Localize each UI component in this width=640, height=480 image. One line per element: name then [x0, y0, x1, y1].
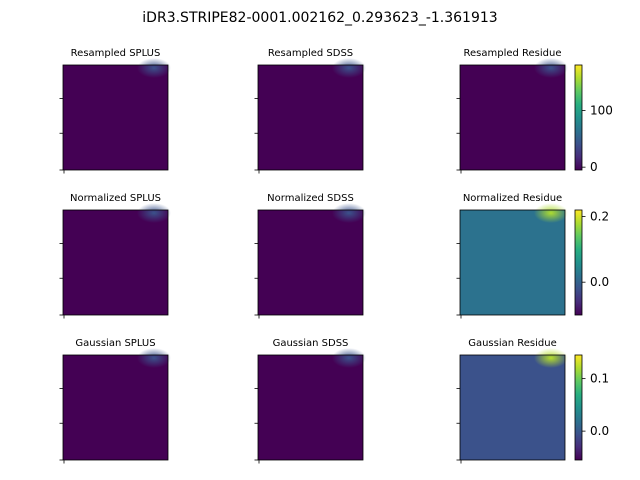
- panel-title: Gaussian SDSS: [273, 338, 349, 349]
- image-frame: [459, 64, 566, 171]
- image-frame: [459, 354, 566, 461]
- image-frame: [62, 354, 169, 461]
- panel-2: Resampled SDSS: [254, 48, 366, 174]
- image-background: [63, 210, 168, 315]
- image-background: [460, 355, 565, 460]
- source-glow: [534, 203, 568, 223]
- colorbar-tick-label: 0.0: [590, 275, 609, 289]
- colorbar: 0 100: [574, 64, 613, 174]
- panel-title: Resampled Residue: [463, 48, 561, 59]
- colorbar-gradient: [574, 64, 583, 171]
- image-frame: [257, 209, 364, 316]
- panel-title: Gaussian Residue: [468, 338, 557, 349]
- colorbar-gradient: [574, 209, 583, 316]
- source-glow: [137, 203, 171, 223]
- panel-8: Gaussian SDSS: [254, 338, 366, 464]
- colorbar: 0.0 0.1: [574, 354, 609, 461]
- image-frame: [257, 354, 364, 461]
- source-glow: [534, 348, 568, 368]
- image-frame: [62, 64, 169, 171]
- panel-9: Gaussian Residue 0.0 0.1: [456, 338, 609, 464]
- panel-5: Normalized SDSS: [254, 193, 366, 319]
- image-frame: [62, 209, 169, 316]
- panel-title: Resampled SDSS: [268, 48, 353, 59]
- colorbar: 0.0 0.2: [574, 209, 609, 316]
- panel-title: Normalized SDSS: [267, 193, 354, 204]
- image-background: [63, 65, 168, 170]
- image-background: [460, 65, 565, 170]
- colorbar-tick-label: 0.2: [590, 210, 609, 224]
- image-background: [460, 210, 565, 315]
- source-glow: [137, 348, 171, 368]
- image-background: [258, 65, 363, 170]
- image-frame: [459, 209, 566, 316]
- panel-4: Normalized SPLUS: [59, 193, 171, 319]
- source-glow: [137, 58, 171, 78]
- image-frame: [257, 64, 364, 171]
- image-background: [258, 355, 363, 460]
- colorbar-tick-label: 0.0: [590, 424, 609, 438]
- colorbar-tick-label: 0: [590, 160, 598, 174]
- panel-title: Resampled SPLUS: [71, 48, 161, 59]
- colorbar-tick-label: 100: [590, 103, 613, 117]
- source-glow: [332, 58, 366, 78]
- panel-6: Normalized Residue 0.0 0.2: [456, 193, 609, 319]
- panel-7: Gaussian SPLUS: [59, 338, 171, 464]
- panel-title: Normalized Residue: [463, 193, 562, 204]
- colorbar-tick-label: 0.1: [590, 372, 609, 386]
- source-glow: [332, 203, 366, 223]
- panel-3: Resampled Residue 0 100: [456, 48, 613, 174]
- source-glow: [332, 348, 366, 368]
- panel-grid: Resampled SPLUS Resampled SDSS Resampled R…: [59, 48, 613, 464]
- figure-title: iDR3.STRIPE82-0001.002162_0.293623_-1.36…: [142, 10, 497, 26]
- image-background: [258, 210, 363, 315]
- panel-title: Gaussian SPLUS: [75, 338, 155, 349]
- panel-title: Normalized SPLUS: [70, 193, 161, 204]
- colorbar-gradient: [574, 354, 583, 461]
- source-glow: [534, 58, 568, 78]
- panel-1: Resampled SPLUS: [59, 48, 171, 174]
- image-background: [63, 355, 168, 460]
